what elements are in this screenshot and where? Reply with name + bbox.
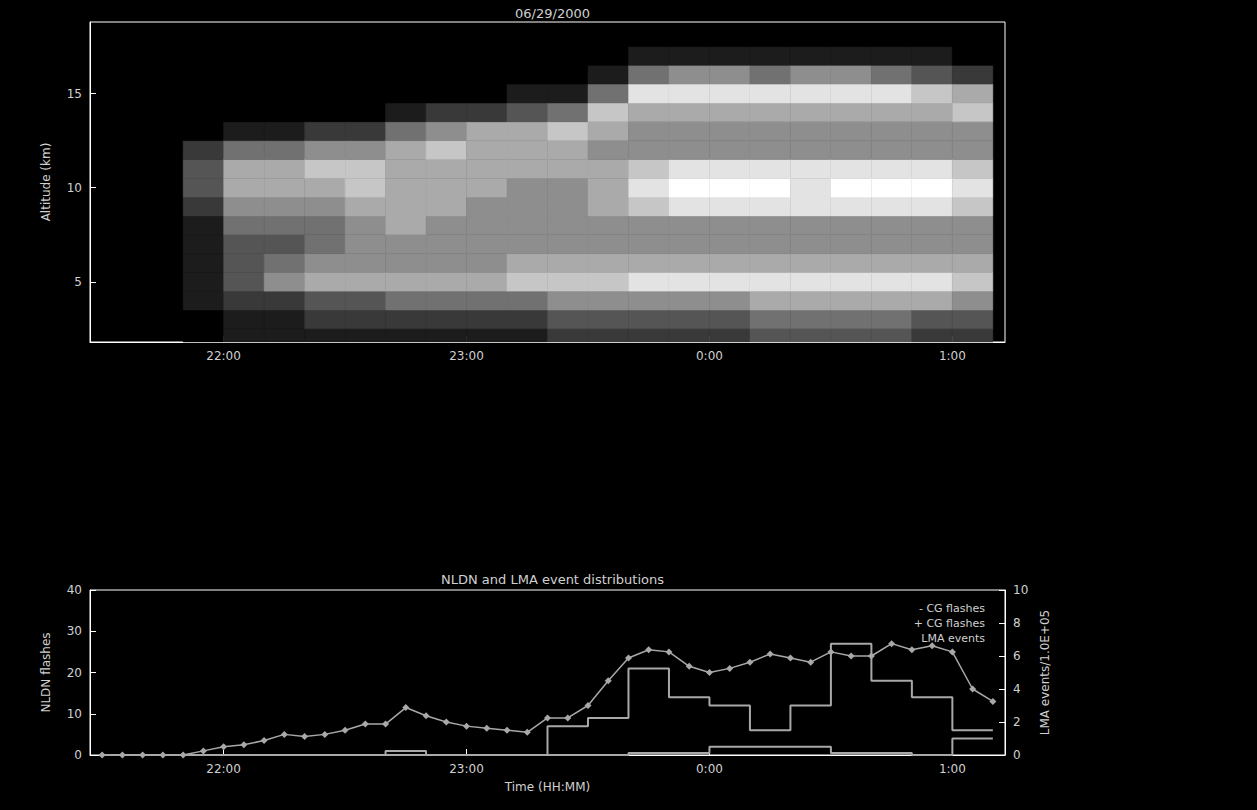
svg-text:20: 20 [67, 666, 82, 680]
svg-text:5: 5 [74, 275, 82, 289]
svg-text:1:00: 1:00 [939, 762, 966, 776]
svg-text:4: 4 [1013, 682, 1021, 696]
svg-text:23:00: 23:00 [449, 349, 484, 363]
svg-text:10: 10 [1013, 583, 1028, 597]
svg-text:2: 2 [1013, 715, 1021, 729]
svg-text:8: 8 [1013, 616, 1021, 630]
svg-text:NLDN and LMA event distributio: NLDN and LMA event distributions [441, 572, 664, 587]
svg-text:10: 10 [67, 707, 82, 721]
svg-text:15: 15 [67, 87, 82, 101]
svg-text:0:00: 0:00 [696, 349, 723, 363]
svg-text:22:00: 22:00 [206, 762, 241, 776]
svg-text:NLDN flashes: NLDN flashes [39, 632, 53, 712]
svg-text:Time (HH:MM): Time (HH:MM) [504, 780, 590, 794]
svg-text:1:00: 1:00 [939, 349, 966, 363]
svg-text:0: 0 [74, 748, 82, 762]
svg-text:- CG flashes: - CG flashes [919, 602, 985, 615]
svg-text:23:00: 23:00 [449, 762, 484, 776]
svg-text:6: 6 [1013, 649, 1021, 663]
svg-text:Altitude (km): Altitude (km) [39, 143, 53, 222]
svg-text:22:00: 22:00 [206, 349, 241, 363]
svg-text:LMA events/1.0E+05: LMA events/1.0E+05 [1038, 610, 1052, 736]
svg-text:+ CG flashes: + CG flashes [914, 617, 986, 630]
svg-text:30: 30 [67, 624, 82, 638]
svg-text:40: 40 [67, 583, 82, 597]
svg-text:LMA events: LMA events [921, 632, 985, 645]
svg-text:0: 0 [1013, 748, 1021, 762]
svg-text:0:00: 0:00 [696, 762, 723, 776]
svg-text:06/29/2000: 06/29/2000 [515, 6, 590, 21]
svg-text:10: 10 [67, 181, 82, 195]
